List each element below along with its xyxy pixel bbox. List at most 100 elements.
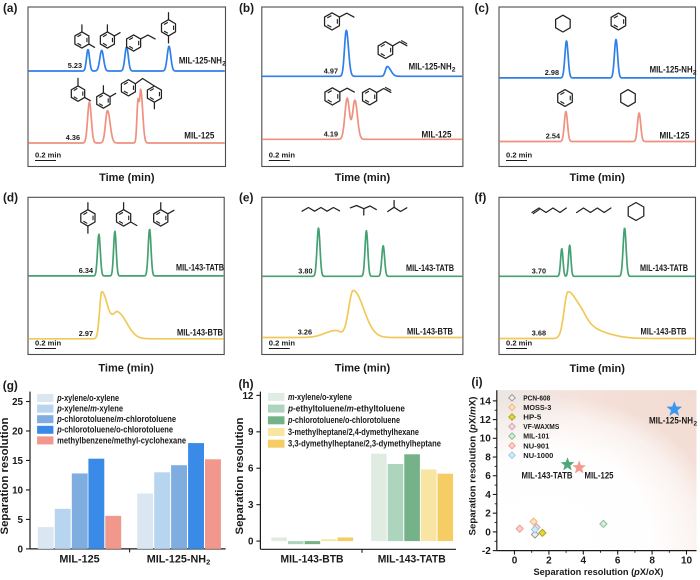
svg-text:HP-5: HP-5 <box>523 415 541 422</box>
svg-text:MIL-125-NH: MIL-125-NH <box>409 61 452 72</box>
svg-text:MIL-101: MIL-101 <box>523 434 549 441</box>
svg-text:3.26: 3.26 <box>298 328 312 337</box>
svg-text:p-xylene/m-xylene: p-xylene/m-xylene <box>56 404 123 414</box>
svg-text:3: 3 <box>248 500 254 511</box>
svg-text:MIL-143-TATB: MIL-143-TATB <box>406 262 454 273</box>
svg-text:6: 6 <box>615 556 621 567</box>
svg-text:4.19: 4.19 <box>324 129 338 138</box>
svg-text:2.98: 2.98 <box>545 68 559 77</box>
svg-text:(b): (b) <box>239 1 254 15</box>
svg-text:2: 2 <box>222 60 226 67</box>
svg-text:0.2 min: 0.2 min <box>35 150 62 159</box>
svg-text:(e): (e) <box>239 191 253 205</box>
svg-text:(c): (c) <box>475 1 489 15</box>
svg-text:MIL-125: MIL-125 <box>660 130 690 141</box>
svg-text:MIL-143-TATB: MIL-143-TATB <box>522 471 573 481</box>
svg-text:p-chlorotoluene/o-chlorotoluen: p-chlorotoluene/o-chlorotoluene <box>56 425 173 435</box>
svg-text:0.2 min: 0.2 min <box>506 150 533 159</box>
svg-text:Separation resolution: Separation resolution <box>0 418 11 535</box>
svg-text:(d): (d) <box>3 191 18 205</box>
svg-text:(a): (a) <box>3 1 17 15</box>
svg-text:p-chlorotoluene/o-chlorotoluen: p-chlorotoluene/o-chlorotoluene <box>287 415 400 425</box>
svg-text:5: 5 <box>18 515 24 526</box>
svg-text:2: 2 <box>485 509 491 520</box>
svg-text:4: 4 <box>581 556 587 567</box>
svg-text:2: 2 <box>546 556 552 567</box>
svg-text:4.36: 4.36 <box>66 133 80 142</box>
svg-text:Time (min): Time (min) <box>569 363 625 375</box>
svg-text:MIL-125-NH: MIL-125-NH <box>650 64 693 75</box>
svg-text:4.97: 4.97 <box>324 66 338 75</box>
svg-text:p-xylene/o-xylene: p-xylene/o-xylene <box>56 393 119 403</box>
svg-text:MIL-143-TATB: MIL-143-TATB <box>640 262 688 273</box>
svg-text:VF-WAXMS: VF-WAXMS <box>523 424 559 431</box>
svg-text:2: 2 <box>693 69 697 76</box>
svg-text:Time (min): Time (min) <box>98 363 154 375</box>
svg-text:NU-901: NU-901 <box>523 443 549 450</box>
svg-text:MIL-143-BTB: MIL-143-BTB <box>641 326 687 337</box>
svg-text:5.23: 5.23 <box>68 61 82 70</box>
svg-text:2.97: 2.97 <box>79 329 93 338</box>
svg-text:MIL-125-NH: MIL-125-NH <box>649 416 693 426</box>
svg-text:MIL-143-TATB: MIL-143-TATB <box>378 554 446 566</box>
svg-text:10: 10 <box>12 485 23 496</box>
svg-text:12: 12 <box>480 415 492 426</box>
svg-text:6: 6 <box>248 464 254 475</box>
svg-text:15: 15 <box>12 456 23 467</box>
svg-text:2: 2 <box>694 420 698 427</box>
svg-text:3.80: 3.80 <box>298 266 312 275</box>
svg-text:Time (min): Time (min) <box>335 172 391 184</box>
svg-text:10: 10 <box>681 556 693 567</box>
svg-text:Separation resolution (pX/oX): Separation resolution (pX/oX) <box>534 567 664 578</box>
svg-text:MIL-125: MIL-125 <box>585 471 614 481</box>
svg-text:MIL-143-BTB: MIL-143-BTB <box>177 327 223 338</box>
svg-text:0: 0 <box>485 527 491 538</box>
svg-text:MIL-143-BTB: MIL-143-BTB <box>281 554 344 566</box>
svg-text:MIL-143-TATB: MIL-143-TATB <box>176 262 224 273</box>
svg-text:6.34: 6.34 <box>79 266 94 275</box>
svg-text:14: 14 <box>480 396 492 407</box>
svg-text:2: 2 <box>452 66 456 73</box>
svg-text:0: 0 <box>512 556 518 567</box>
svg-text:3.70: 3.70 <box>532 266 546 275</box>
svg-text:6: 6 <box>485 471 491 482</box>
svg-text:0.2 min: 0.2 min <box>269 150 296 159</box>
svg-text:(i): (i) <box>471 375 482 389</box>
svg-text:0.2 min: 0.2 min <box>269 338 296 347</box>
svg-text:p-ethyltoluene/m-ethyltoluene: p-ethyltoluene/m-ethyltoluene <box>287 404 405 414</box>
svg-text:m-xylene/o-xylene: m-xylene/o-xylene <box>288 392 352 402</box>
svg-text:(f): (f) <box>475 191 487 205</box>
svg-text:3,3-dymethylheptane/2,3-dymeth: 3,3-dymethylheptane/2,3-dymethylheptane <box>288 439 441 449</box>
svg-text:12: 12 <box>242 391 253 402</box>
svg-text:Separation resolution: Separation resolution <box>234 418 246 535</box>
svg-text:8: 8 <box>649 556 655 567</box>
svg-text:p-chlorotoluene/m-chlorotoluen: p-chlorotoluene/m-chlorotoluene <box>56 414 176 424</box>
svg-text:9: 9 <box>248 427 254 438</box>
svg-text:Separation resolution (pX/mX): Separation resolution (pX/mX) <box>468 396 479 535</box>
svg-text:0: 0 <box>18 544 24 555</box>
svg-text:MIL-143-BTB: MIL-143-BTB <box>407 326 453 337</box>
svg-text:MIL-125: MIL-125 <box>184 130 214 141</box>
svg-text:PCN-608: PCN-608 <box>523 395 550 402</box>
svg-text:0.2 min: 0.2 min <box>506 338 533 347</box>
svg-text:Time (min): Time (min) <box>99 172 155 184</box>
svg-text:-2: -2 <box>482 546 491 557</box>
svg-text:25: 25 <box>12 397 23 408</box>
svg-text:4: 4 <box>485 490 491 501</box>
svg-text:Time (min): Time (min) <box>335 363 391 375</box>
svg-text:methylbenzene/methyl-cyclohexa: methylbenzene/methyl-cyclohexane <box>57 435 186 445</box>
svg-text:(h): (h) <box>239 377 254 391</box>
svg-text:MIL-125: MIL-125 <box>59 554 99 566</box>
svg-text:2.54: 2.54 <box>546 132 561 141</box>
svg-text:MIL-125-NH: MIL-125-NH <box>179 55 222 66</box>
svg-text:(g): (g) <box>3 379 18 393</box>
svg-text:8: 8 <box>485 452 491 463</box>
svg-text:MOSS-3: MOSS-3 <box>523 405 551 412</box>
svg-text:3.68: 3.68 <box>532 329 546 338</box>
svg-text:MIL-125: MIL-125 <box>422 129 452 140</box>
svg-text:0.2 min: 0.2 min <box>35 338 62 347</box>
svg-text:3-methylheptane/2,4-dymethylhe: 3-methylheptane/2,4-dymethylhexane <box>288 427 419 437</box>
svg-text:20: 20 <box>12 426 23 437</box>
svg-text:0: 0 <box>248 537 254 548</box>
svg-text:MIL-125-NH2: MIL-125-NH2 <box>147 554 211 567</box>
